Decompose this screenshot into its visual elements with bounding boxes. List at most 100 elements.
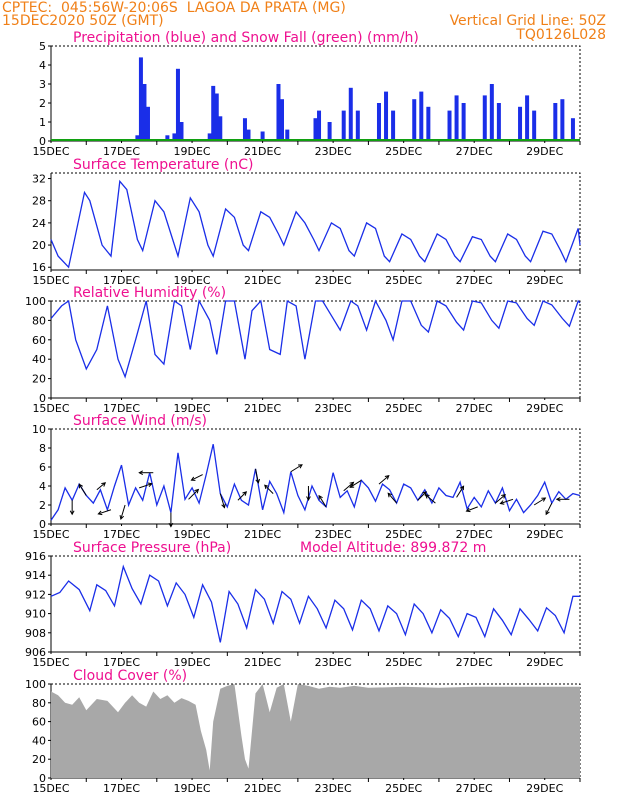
humidity-x-tick-label: 29DEC [526,402,563,415]
precip-bar [489,84,494,141]
wind-arrow [264,484,274,494]
cloud-y-tick-label: 40 [32,734,46,747]
wind-x-tick-label: 29DEC [526,528,563,541]
wind-y-tick-label: 10 [32,423,46,436]
temperature-panel: 16 20 24 28 32 15DEC 17DEC 19DEC 21DEC 23DEC 25DEC… [32,157,581,287]
humidity-series-line [50,299,581,379]
precip-bar [142,84,147,141]
cloud-y-tick-label: 80 [32,697,46,710]
header-model-id: TQ0126L028 [516,27,606,43]
humidity-x-tick-label: 17DEC [103,402,140,415]
pressure-panel: 906 908 910 912 914 916 15DEC 17DEC 19DEC 21DEC 23… [25,540,581,669]
wind-arrow-head [465,507,471,513]
precip-bar [285,129,290,141]
humidity-y-tick-label: 100 [25,295,46,308]
wind-arrow-head [221,503,226,509]
pressure-y-tick-label: 906 [25,646,46,659]
precip-bar [553,103,558,141]
precip-x-tick-label: 15DEC [32,145,69,158]
pressure-frame [50,555,581,653]
wind-arrow-head [138,470,144,476]
pressure-x-tick-label: 29DEC [526,656,563,669]
wind-title: Surface Wind (m/s) [73,413,207,429]
wind-y-tick-label: 4 [39,480,46,493]
precip-x-tick-label: 27DEC [456,145,493,158]
humidity-x-tick-label: 15DEC [32,402,69,415]
temperature-y-tick-label: 24 [32,217,46,230]
wind-arrow-head [69,510,75,516]
precip-bar [560,99,565,141]
wind-arrow [219,493,225,508]
precip-y-tick-label: 4 [39,59,46,72]
pressure-x-tick-label: 23DEC [315,656,352,669]
precip-y-tick-label: 0 [39,135,46,148]
pressure-y-tick-label: 910 [25,608,46,621]
wind-arrow [139,483,152,489]
precip-panel: 0 1 2 3 4 5 15DEC 17DEC 19DEC 21DEC 23DEC 25DEC 27DE… [32,30,581,158]
temperature-x-tick-label: 19DEC [174,274,211,287]
precip-y-tick-label: 5 [39,40,46,53]
precip-bar [391,110,396,141]
humidity-y-tick-label: 80 [32,314,46,327]
wind-frame [50,428,581,525]
precip-bar [214,93,219,141]
wind-arrow [349,479,362,488]
precip-bar [532,110,537,141]
cloud-cover-area [51,684,580,778]
humidity-x-tick-label: 21DEC [244,402,281,415]
precip-bar [341,110,346,141]
humidity-y-tick-label: 40 [32,353,46,366]
cloud-y-tick-label: 100 [25,678,46,691]
wind-arrow [255,468,259,483]
precip-bar [246,129,251,141]
humidity-y-tick-label: 0 [39,392,46,405]
precip-y-tick-label: 1 [39,116,46,129]
wind-y-tick-label: 2 [39,499,46,512]
pressure-title: Surface Pressure (hPa) [73,540,231,556]
humidity-x-tick-label: 19DEC [174,402,211,415]
precip-bar [179,122,184,141]
precip-bar [412,99,417,141]
wind-x-tick-label: 25DEC [385,528,422,541]
pressure-y-tick-label: 916 [25,550,46,563]
wind-panel: 0 2 4 6 8 10 15DEC 17DEC 19DEC 21DEC 23DEC 25DEC 27D… [32,413,581,541]
cloud-x-tick-label: 27DEC [456,782,493,795]
precip-bar [138,57,143,141]
wind-arrow-head [190,476,196,481]
precip-bar [242,118,247,141]
wind-x-tick-label: 15DEC [32,528,69,541]
wind-arrow-head [97,510,103,516]
precip-bar [348,87,353,141]
wind-arrow-head [424,494,430,499]
wind-arrow-head [349,483,355,488]
wind-arrow-head [555,496,561,502]
wind-arrow-head [545,510,550,516]
wind-arrow [237,491,247,501]
wind-arrow [318,495,327,508]
cloud-x-tick-label: 15DEC [32,782,69,795]
cloud-y-tick-label: 60 [32,716,46,729]
wind-arrow-head [242,491,248,496]
pressure-y-tick-label: 914 [25,569,46,582]
wind-arrow [466,506,478,512]
cloud-x-tick-label: 23DEC [315,782,352,795]
precip-bar [447,110,452,141]
cloud-title: Cloud Cover (%) [73,668,187,684]
precip-bar [454,95,459,141]
precip-bar [426,106,431,141]
precip-bar [461,103,466,141]
wind-arrow [191,474,203,481]
wind-arrow-head [297,464,303,469]
wind-arrow-head [499,500,505,505]
pressure-y-tick-label: 908 [25,627,46,640]
precip-bar [496,103,501,141]
precip-x-tick-label: 23DEC [315,145,352,158]
pressure-x-tick-label: 27DEC [456,656,493,669]
precip-bar [211,85,216,141]
precip-x-tick-label: 21DEC [244,145,281,158]
wind-arrow [120,504,126,520]
temperature-x-tick-label: 27DEC [456,274,493,287]
cloud-x-tick-label: 17DEC [103,782,140,795]
wind-y-tick-label: 6 [39,461,46,474]
wind-arrow [387,492,397,504]
